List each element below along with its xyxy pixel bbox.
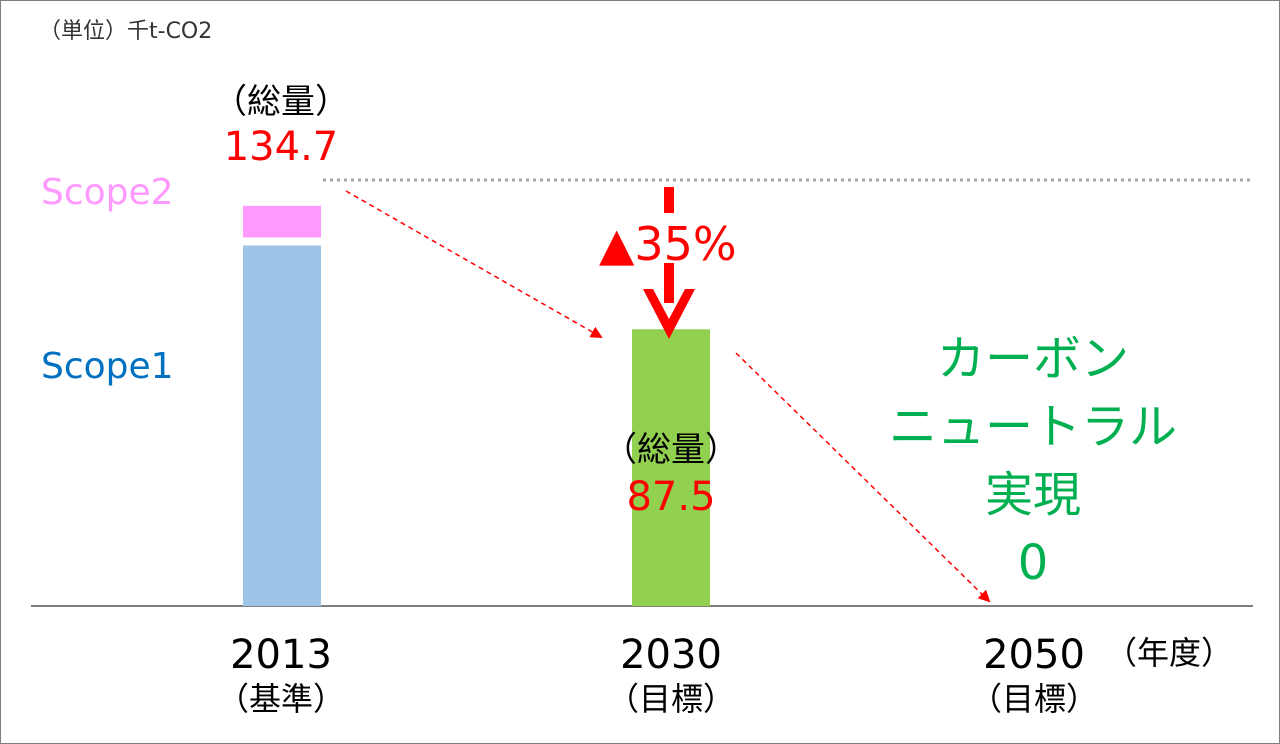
x-tick-2050: 2050 [983,632,1085,678]
carbon-neutral-value: 0 [1017,535,1049,591]
x-tick-sub-2030: （目標） [606,680,735,718]
legend-scope2: Scope2 [41,172,174,213]
bar-2013-scope2 [243,205,321,238]
x-tick-sub-2013: （基準） [216,680,345,718]
total-value-2030: 87.5 [626,474,716,520]
x-tick-sub-2050: （目標） [969,680,1098,718]
unit-label: （単位）千t-CO2 [39,19,213,44]
reduction-label: ▲35% [599,217,737,271]
carbon-neutral-line3: 実現 [984,467,1081,523]
total-value-2013: 134.7 [223,124,339,170]
reduction-arrow-icon [643,187,695,339]
bar-2013-scope1 [243,245,321,606]
carbon-neutral-line1: カーボン [936,331,1129,387]
total-label-2030: （総量） [603,430,739,470]
bar-2030-total [632,329,710,606]
legend-scope1: Scope1 [41,346,174,387]
total-label-2013: （総量） [213,82,349,122]
x-tick-2030: 2030 [620,632,722,678]
year-unit-label: （年度） [1104,634,1233,672]
x-tick-2013: 2013 [230,632,332,678]
carbon-neutral-line2: ニュートラル [888,399,1177,455]
trend-arrow-2013-2030 [345,190,603,338]
